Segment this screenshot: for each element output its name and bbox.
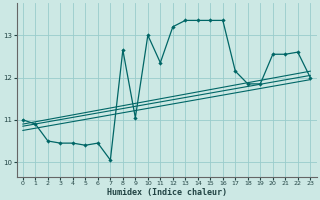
X-axis label: Humidex (Indice chaleur): Humidex (Indice chaleur): [107, 188, 227, 197]
